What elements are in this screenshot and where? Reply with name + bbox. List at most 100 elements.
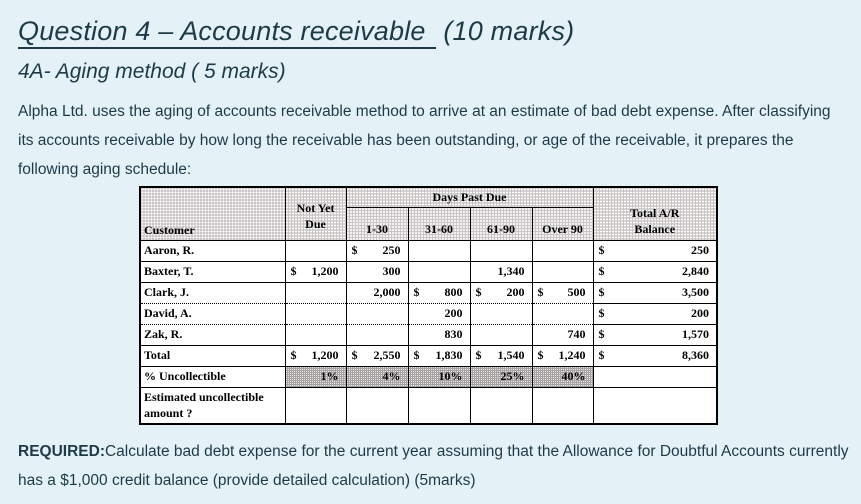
empty-cell	[532, 240, 594, 262]
amount-cell: $2,840	[593, 261, 718, 283]
cell-value: 1,240	[558, 348, 586, 362]
empty-cell	[532, 261, 594, 283]
cell-value: 1,540	[497, 348, 525, 362]
question-title-underlined: Question 4 – Accounts receivable	[18, 16, 436, 49]
amount-cell: $1,830	[408, 345, 471, 367]
dollar-sign: $	[598, 243, 605, 257]
required-text: Calculate bad debt expense for the curre…	[18, 443, 849, 489]
dollar-sign: $	[475, 348, 482, 362]
percent-cell: 1%	[285, 366, 347, 388]
empty-cell	[346, 303, 409, 325]
amount-cell: $1,200	[285, 261, 347, 283]
row-label-cell: % Uncollectible	[140, 366, 286, 388]
cell-value: 10%	[438, 369, 463, 383]
empty-cell	[532, 387, 594, 425]
aging-schedule-table: Customer Not Yet Due Days Past Due Total…	[139, 186, 718, 425]
cell-value: 1,200	[311, 348, 339, 362]
empty-cell	[346, 324, 409, 346]
empty-cell	[285, 282, 347, 304]
required-label: REQUIRED:	[18, 443, 105, 460]
cell-value: 40%	[561, 369, 586, 383]
empty-cell	[470, 240, 533, 262]
empty-cell	[285, 303, 347, 325]
empty-cell	[470, 324, 533, 346]
dollar-sign: $	[413, 285, 420, 299]
cell-value: 4%	[382, 369, 401, 383]
row-label-cell: Total	[140, 345, 286, 367]
col-header-total-ar-balance: Total A/R Balance	[593, 187, 718, 241]
amount-cell: $500	[532, 282, 594, 304]
cell-value: 2,840	[682, 264, 709, 278]
amount-cell: 830	[408, 324, 471, 346]
dollar-sign: $	[413, 348, 420, 362]
row-label-cell: Zak, R.	[140, 324, 286, 346]
dollar-sign: $	[598, 285, 605, 299]
cell-value: 300	[382, 264, 401, 278]
cell-value: 740	[567, 327, 586, 341]
amount-cell: 200	[408, 303, 471, 325]
row-label-cell: Clark, J.	[140, 282, 286, 304]
cell-value: 1%	[320, 369, 339, 383]
amount-cell: $1,200	[285, 345, 347, 367]
empty-cell	[285, 387, 347, 425]
percent-cell: 10%	[408, 366, 471, 388]
amount-cell: $1,570	[593, 324, 718, 346]
dollar-sign: $	[598, 327, 605, 341]
dollar-sign: $	[598, 348, 605, 362]
cell-value: 830	[444, 327, 463, 341]
cell-value: 25%	[500, 369, 525, 383]
cell-value: 1,200	[311, 264, 339, 278]
cell-value: 200	[444, 306, 463, 320]
amount-cell: $1,540	[470, 345, 533, 367]
empty-cell	[593, 366, 718, 388]
cell-value: 250	[382, 243, 401, 257]
cell-value: 3,500	[682, 285, 709, 299]
cell-value: 500	[567, 285, 586, 299]
empty-cell	[593, 387, 718, 425]
empty-cell	[285, 240, 347, 262]
amount-cell: 740	[532, 324, 594, 346]
amount-cell: $250	[346, 240, 409, 262]
cell-value: 200	[691, 306, 709, 320]
required-paragraph: REQUIRED:Calculate bad debt expense for …	[18, 437, 850, 495]
dollar-sign: $	[351, 243, 358, 257]
amount-cell: 2,000	[346, 282, 409, 304]
dollar-sign: $	[351, 348, 358, 362]
cell-value: 200	[506, 285, 525, 299]
empty-cell	[346, 387, 409, 425]
col-header-days-past-due: Days Past Due	[346, 187, 594, 208]
header-line-1: Not Yet	[296, 201, 335, 216]
dollar-sign: $	[475, 285, 482, 299]
empty-cell	[532, 303, 594, 325]
empty-cell	[408, 387, 471, 425]
cell-value: 2,550	[373, 348, 401, 362]
cell-value: 2,000	[373, 285, 401, 299]
percent-cell: 4%	[346, 366, 409, 388]
section-subtitle: 4A- Aging method ( 5 marks)	[18, 60, 286, 83]
amount-cell: 1,340	[470, 261, 533, 283]
col-header-1-30: 1-30	[346, 207, 409, 241]
amount-cell: $1,240	[532, 345, 594, 367]
row-label-cell: Estimated uncollectible amount ?	[140, 387, 286, 425]
question-title: Question 4 – Accounts receivable (10 mar…	[18, 16, 843, 49]
row-label-cell: Baxter, T.	[140, 261, 286, 283]
row-label-cell: David, A.	[140, 303, 286, 325]
amount-cell: $2,550	[346, 345, 409, 367]
amount-cell: $8,360	[593, 345, 718, 367]
empty-cell	[408, 261, 471, 283]
amount-cell: 300	[346, 261, 409, 283]
header-line-2: Due	[305, 216, 326, 231]
col-header-not-yet-due: Not Yet Due	[285, 187, 347, 241]
question-title-marks: (10 marks)	[443, 16, 575, 46]
amount-cell: $250	[593, 240, 718, 262]
cell-value: 800	[444, 285, 463, 299]
intro-paragraph: Alpha Ltd. uses the aging of accounts re…	[18, 103, 831, 178]
row-label-cell: Aaron, R.	[140, 240, 286, 262]
col-header-31-60: 31-60	[408, 207, 471, 241]
dollar-sign: $	[290, 264, 297, 278]
aging-schedule-container: Customer Not Yet Due Days Past Due Total…	[139, 186, 843, 425]
percent-cell: 40%	[532, 366, 594, 388]
empty-cell	[470, 387, 533, 425]
aging-table-body: Aaron, R. $250 $250 Baxter, T. $1,200 300 1,34…	[140, 240, 718, 425]
